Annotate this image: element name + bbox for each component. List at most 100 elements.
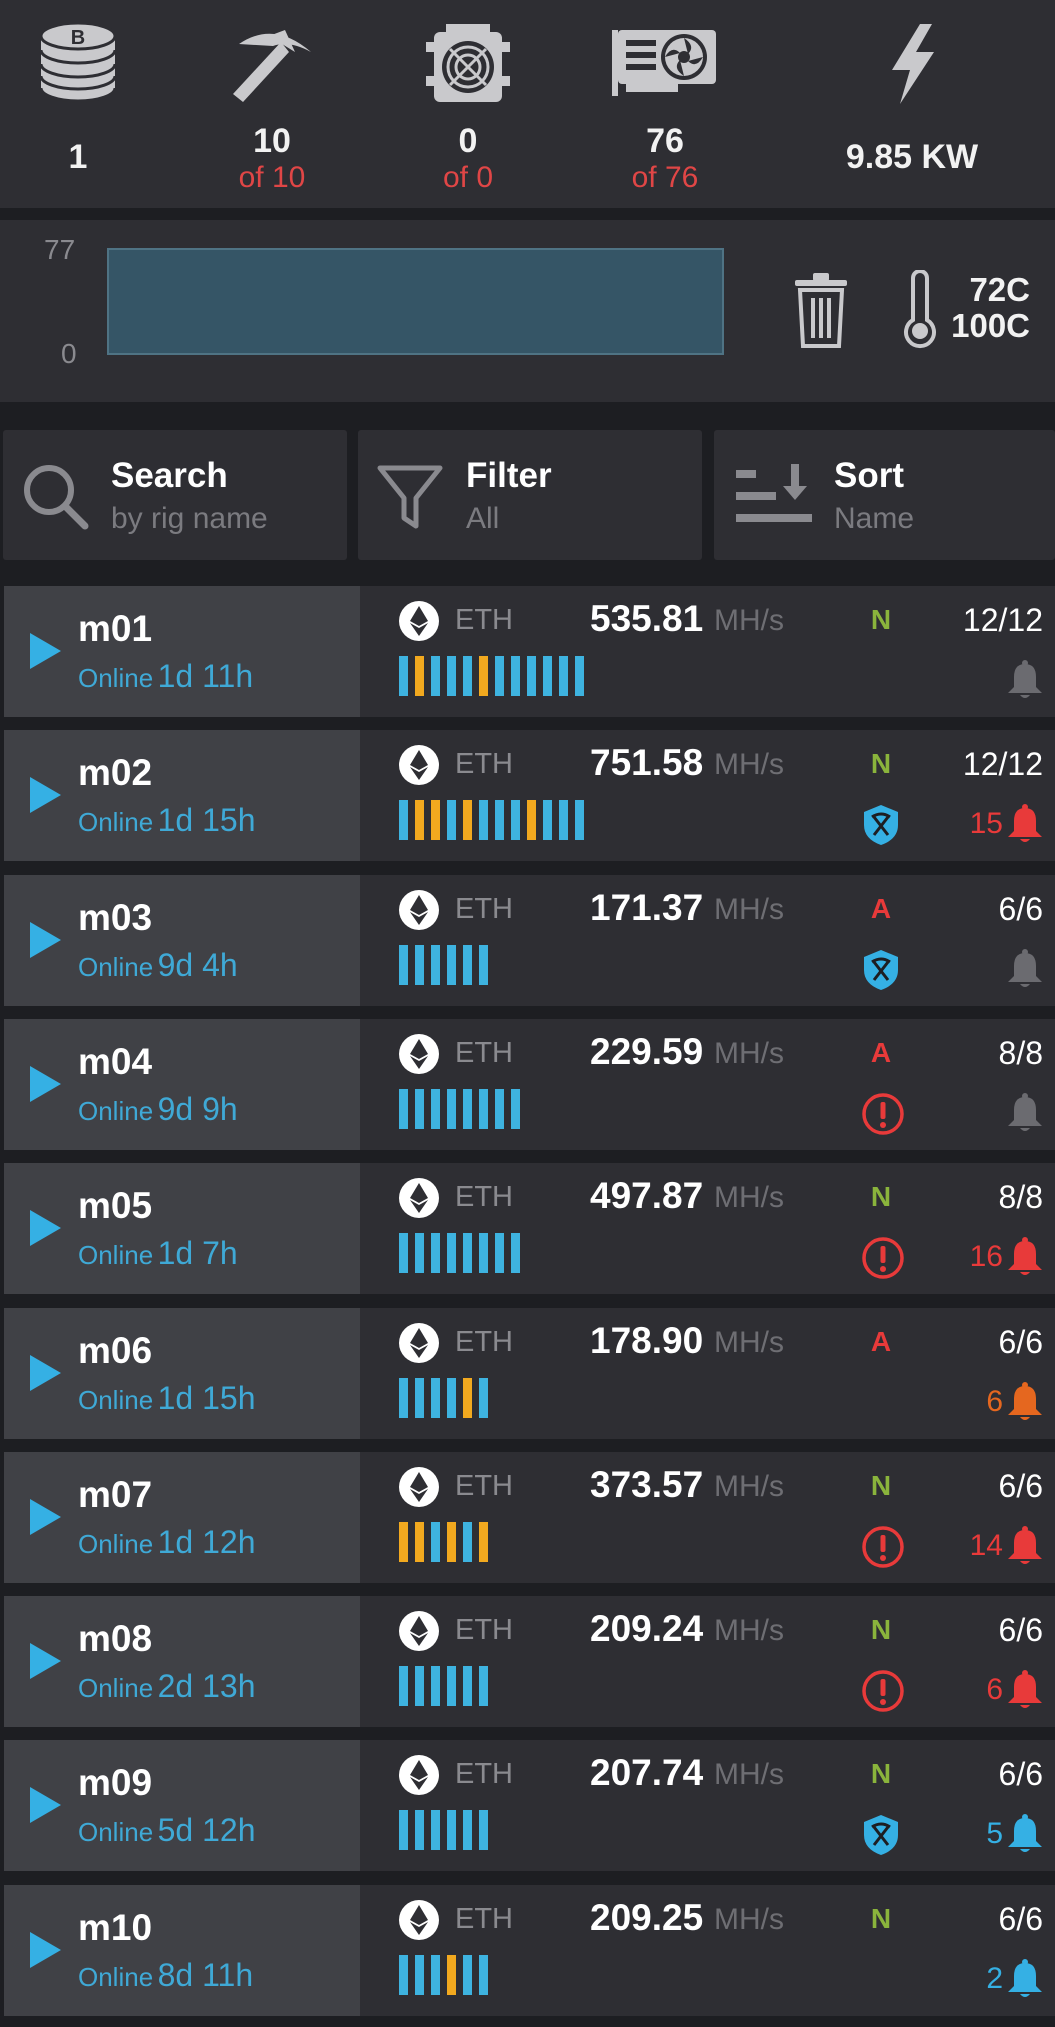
rig-info[interactable]: m09 Online 5d 12h: [4, 1740, 360, 1872]
rig-mode: N: [870, 604, 892, 635]
gpu-status-bar: [447, 1233, 456, 1274]
rig-coin: ETH: [455, 1614, 513, 1647]
ethereum-icon: [399, 1755, 439, 1796]
ethereum-icon: [399, 1466, 439, 1507]
rig-name: m06: [78, 1329, 153, 1371]
rig-row[interactable]: m10 Online 8d 11h ETH 209.25 MH/s N 6/6 2: [4, 1884, 1055, 2016]
rig-mode: A: [870, 1036, 892, 1068]
expand-icon[interactable]: [30, 1354, 61, 1391]
bell-icon: [1008, 1525, 1042, 1564]
gpu-status-bars: [399, 656, 591, 696]
expand-icon[interactable]: [30, 1065, 61, 1102]
rig-status-indicator[interactable]: [861, 1525, 905, 1574]
rig-status: Online: [78, 1384, 154, 1415]
expand-icon[interactable]: [30, 1498, 61, 1535]
rig-alarm[interactable]: [1003, 659, 1045, 701]
rig-row[interactable]: m04 Online 9d 9h ETH 229.59 MH/s A 8/8: [4, 1018, 1055, 1150]
gpu-status-bar: [479, 656, 488, 696]
sort-subtitle: Name: [834, 502, 915, 535]
rig-info[interactable]: m04 Online 9d 9h: [4, 1018, 360, 1150]
rig-gpu-count: 12/12: [962, 602, 1043, 638]
expand-icon[interactable]: [30, 1931, 61, 1968]
expand-icon[interactable]: [30, 1787, 61, 1824]
rig-row[interactable]: m08 Online 2d 13h ETH 209.24 MH/s N 6/6 6: [4, 1596, 1055, 1728]
expand-icon[interactable]: [30, 777, 61, 814]
rig-uptime-value: 1d 7h: [157, 1235, 238, 1272]
rig-name: m02: [78, 752, 153, 794]
expand-icon[interactable]: [30, 1643, 61, 1680]
rig-info[interactable]: m05 Online 1d 7h: [4, 1163, 360, 1295]
alarm-count: 16: [969, 1240, 1003, 1274]
rig-info[interactable]: m08 Online 2d 13h: [4, 1596, 360, 1728]
rig-info[interactable]: m06 Online 1d 15h: [4, 1307, 360, 1439]
ethereum-icon: [399, 889, 439, 930]
rig-alarm[interactable]: [1003, 1092, 1045, 1134]
rig-coin: ETH: [455, 748, 513, 781]
rig-alarm[interactable]: 2: [986, 1958, 1045, 2000]
ethereum-icon: [399, 1033, 439, 1074]
rig-alarm[interactable]: 6: [986, 1669, 1045, 1711]
expand-icon[interactable]: [30, 633, 61, 669]
rig-alarm[interactable]: 5: [986, 1813, 1045, 1855]
gpu-status-bar: [511, 1233, 520, 1274]
rig-mode: N: [870, 1469, 892, 1501]
rig-status-indicator[interactable]: [861, 1813, 901, 1862]
rig-alarm[interactable]: 6: [986, 1381, 1045, 1423]
filter-button[interactable]: Filter All: [358, 430, 702, 560]
gpu-status-bar: [463, 1521, 472, 1562]
gpu-status-bar: [479, 800, 488, 841]
gpu-status-bar: [447, 1954, 456, 1995]
rig-status-indicator[interactable]: [861, 1669, 905, 1718]
gpu-status-bar: [431, 1377, 440, 1418]
rig-hashrate-unit: MH/s: [714, 1758, 784, 1792]
shield-pickaxe-icon: [864, 949, 898, 990]
rig-alarm[interactable]: 15: [970, 803, 1045, 845]
stat-asics: 0 of 0: [378, 0, 558, 208]
rig-row[interactable]: m03 Online 9d 4h ETH 171.37 MH/s A 6/6: [4, 874, 1055, 1006]
rig-row[interactable]: m02 Online 1d 15h ETH 751.58 MH/s N 12/12 15: [4, 730, 1055, 862]
rig-hashrate-unit: MH/s: [714, 604, 784, 637]
sort-title: Sort: [834, 456, 904, 495]
rig-alarm[interactable]: [1003, 948, 1045, 990]
alarm-count: 5: [986, 1817, 1003, 1851]
rig-status-indicator[interactable]: [861, 948, 901, 997]
rig-name: m03: [78, 896, 153, 938]
rig-row[interactable]: m06 Online 1d 15h ETH 178.90 MH/s A 6/6 6: [4, 1307, 1055, 1439]
rig-row[interactable]: m07 Online 1d 12h ETH 373.57 MH/s N 6/6 14: [4, 1451, 1055, 1583]
rig-info[interactable]: m10 Online 8d 11h: [4, 1884, 360, 2016]
rig-info[interactable]: m07 Online 1d 12h: [4, 1451, 360, 1583]
rig-uptime: Online 2d 13h: [78, 1668, 255, 1705]
rig-info[interactable]: m03 Online 9d 4h: [4, 874, 360, 1006]
bell-icon: [1008, 804, 1042, 843]
rig-gpu-count: 12/12: [962, 746, 1043, 783]
rig-name: m05: [78, 1185, 153, 1227]
expand-icon[interactable]: [30, 921, 61, 958]
bell-icon: [1008, 948, 1042, 987]
stat-rigs: 10 of 10: [182, 0, 362, 208]
expand-icon[interactable]: [30, 1210, 61, 1247]
alarm-count: 6: [986, 1673, 1003, 1707]
rig-hashrate-unit: MH/s: [714, 1181, 784, 1215]
rig-status-indicator[interactable]: [861, 1236, 905, 1285]
rig-uptime: Online 1d 15h: [78, 802, 255, 839]
search-button[interactable]: Search by rig name: [3, 430, 347, 560]
shield-pickaxe-icon: [864, 805, 898, 846]
rig-alarm[interactable]: 16: [970, 1236, 1045, 1278]
alarm-count: 2: [986, 1961, 1003, 1995]
rig-info[interactable]: m01 Online 1d 11h: [4, 586, 360, 717]
gpu-status-bar: [399, 1810, 408, 1851]
rig-row[interactable]: m09 Online 5d 12h ETH 207.74 MH/s N 6/6 5: [4, 1740, 1055, 1872]
rig-row[interactable]: m01 Online 1d 11h ETH 535.81 MH/s N 12/12: [4, 586, 1055, 717]
sort-button[interactable]: Sort Name: [714, 430, 1055, 560]
rig-status-indicator[interactable]: [861, 1092, 905, 1141]
rig-mode: N: [870, 1181, 892, 1213]
gpu-status-bar: [463, 1377, 472, 1418]
gpu-status-bars: [399, 1521, 495, 1562]
trash-icon[interactable]: [793, 272, 849, 348]
rig-info[interactable]: m02 Online 1d 15h: [4, 730, 360, 862]
rig-status-indicator[interactable]: [861, 803, 901, 852]
rig-status: Online: [78, 1961, 154, 1992]
rig-row[interactable]: m05 Online 1d 7h ETH 497.87 MH/s N 8/8 16: [4, 1163, 1055, 1295]
gpu-status-bars: [399, 800, 591, 841]
rig-alarm[interactable]: 14: [970, 1525, 1045, 1567]
